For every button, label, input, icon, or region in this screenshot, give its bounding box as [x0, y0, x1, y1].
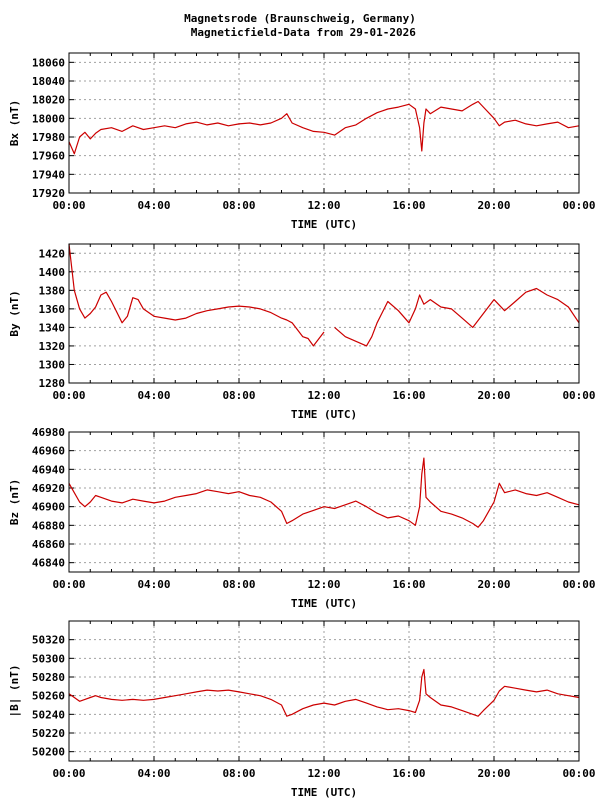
bx-y-tick-label: 17920: [32, 187, 65, 200]
b-total-y-tick-label: 50300: [32, 652, 65, 665]
bz-y-tick-label: 46880: [32, 519, 65, 532]
b-total-y-axis-label: |B| (nT): [8, 665, 21, 718]
bz-y-axis-label: Bz (nT): [8, 479, 21, 525]
by-plot-frame: [68, 243, 580, 384]
bx-x-tick-label: 16:00: [392, 199, 425, 212]
by-y-tick-label: 1280: [39, 377, 66, 390]
bx-x-tick-label: 08:00: [222, 199, 255, 212]
chart-title: Magnetsrode (Braunschweig, Germany) Magn…: [0, 12, 600, 40]
bz-y-tick-label: 46900: [32, 501, 65, 514]
b-total-x-tick-label: 00:00: [52, 767, 85, 780]
by-y-tick-label: 1360: [39, 303, 66, 316]
by-x-tick-label: 00:00: [52, 389, 85, 402]
bx-x-tick-label: 12:00: [307, 199, 340, 212]
bz-x-tick-label: 16:00: [392, 578, 425, 591]
bz-y-tick-label: 46980: [32, 426, 65, 439]
bx-y-tick-label: 18040: [32, 75, 65, 88]
by-x-axis-label: TIME (UTC): [291, 408, 357, 421]
b-total-y-tick-label: 50240: [32, 708, 65, 721]
b-total-plot-frame: [68, 620, 580, 762]
bx-x-tick-label: 20:00: [477, 199, 510, 212]
bz-x-axis-label: TIME (UTC): [291, 597, 357, 610]
bx-x-axis-label: TIME (UTC): [291, 218, 357, 231]
title-line-1: Magnetsrode (Braunschweig, Germany): [184, 12, 416, 25]
by-x-tick-label: 04:00: [137, 389, 170, 402]
by-series-line: [68, 243, 580, 347]
bz-x-tick-label: 00:00: [52, 578, 85, 591]
by-y-tick-label: 1380: [39, 284, 66, 297]
title-line-2: Magneticfield-Data from 29-01-2026: [190, 26, 416, 39]
b-total-x-tick-label: 08:00: [222, 767, 255, 780]
by-y-tick-label: 1300: [39, 358, 66, 371]
by-y-tick-label: 1420: [39, 247, 66, 260]
bz-x-tick-label: 00:00: [562, 578, 595, 591]
bz-y-tick-label: 46940: [32, 463, 65, 476]
bz-x-tick-label: 12:00: [307, 578, 340, 591]
b-total-x-tick-label: 16:00: [392, 767, 425, 780]
by-x-tick-label: 08:00: [222, 389, 255, 402]
b-total-x-tick-label: 00:00: [562, 767, 595, 780]
bx-series-line: [68, 100, 580, 155]
bz-plot-frame: [68, 431, 580, 573]
bx-y-tick-label: 17960: [32, 150, 65, 163]
bx-y-tick-label: 17980: [32, 131, 65, 144]
b-total-y-tick-label: 50200: [32, 746, 65, 759]
bx-x-tick-label: 00:00: [52, 199, 85, 212]
bx-y-tick-label: 18020: [32, 94, 65, 107]
b-total-x-axis-label: TIME (UTC): [291, 786, 357, 799]
bx-plot-frame: [68, 52, 580, 194]
b-total-x-tick-label: 04:00: [137, 767, 170, 780]
bx-x-tick-label: 00:00: [562, 199, 595, 212]
b-total-series-line: [68, 668, 580, 717]
bz-x-tick-label: 08:00: [222, 578, 255, 591]
by-y-axis-label: By (nT): [8, 290, 21, 336]
by-y-tick-label: 1340: [39, 321, 66, 334]
bz-y-tick-label: 46960: [32, 445, 65, 458]
b-total-y-tick-label: 50320: [32, 634, 65, 647]
b-total-y-tick-label: 50280: [32, 671, 65, 684]
b-total-y-tick-label: 50220: [32, 727, 65, 740]
by-y-tick-label: 1400: [39, 266, 66, 279]
b-total-x-tick-label: 20:00: [477, 767, 510, 780]
bx-y-tick-label: 17940: [32, 168, 65, 181]
bz-y-tick-label: 46840: [32, 557, 65, 570]
bx-y-tick-label: 18000: [32, 112, 65, 125]
by-x-tick-label: 16:00: [392, 389, 425, 402]
by-x-tick-label: 20:00: [477, 389, 510, 402]
bx-y-axis-label: Bx (nT): [8, 100, 21, 146]
b-total-y-tick-label: 50260: [32, 690, 65, 703]
bz-series-line: [68, 457, 580, 528]
b-total-x-tick-label: 12:00: [307, 767, 340, 780]
bz-x-tick-label: 04:00: [137, 578, 170, 591]
bx-x-tick-label: 04:00: [137, 199, 170, 212]
bz-x-tick-label: 20:00: [477, 578, 510, 591]
by-y-tick-label: 1320: [39, 340, 66, 353]
bz-y-tick-label: 46920: [32, 482, 65, 495]
bz-y-tick-label: 46860: [32, 538, 65, 551]
bx-y-tick-label: 18060: [32, 56, 65, 69]
by-x-tick-label: 00:00: [562, 389, 595, 402]
by-x-tick-label: 12:00: [307, 389, 340, 402]
